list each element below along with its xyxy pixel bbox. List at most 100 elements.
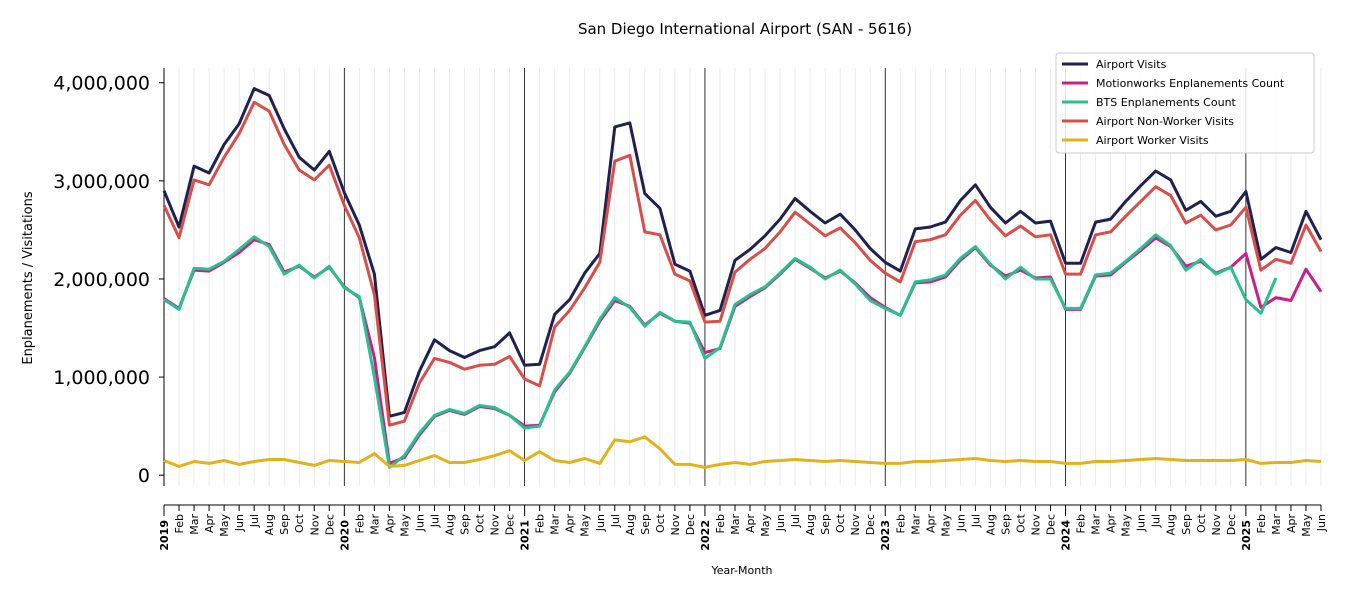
x-tick-label: Mar [549,514,562,535]
x-tick-label: May [759,514,772,537]
x-tick-label: Jun [413,514,426,532]
x-tick-label: Jul [429,514,442,528]
x-tick-label: Apr [1105,514,1118,534]
legend-box [1055,52,1315,154]
x-tick-label: Apr [924,514,937,534]
x-tick-label: Sep [1180,514,1193,535]
y-axis-label: Enplanements / Visitations [21,191,36,365]
x-tick-label: Jun [233,514,246,532]
x-tick-label: Oct [654,513,667,533]
x-tick-label: May [939,514,952,537]
x-tick-label: May [1300,514,1313,537]
y-tick-label: 1,000,000 [53,367,150,389]
y-tick-label: 3,000,000 [53,171,150,193]
series-line-3 [162,100,1323,427]
legend-label: Airport Non-Worker Visits [1096,115,1234,128]
x-tick-label: Sep [459,514,472,535]
x-tick-label: Mar [729,514,742,535]
x-tick-label: Nov [1210,514,1223,536]
x-tick-label: Apr [744,514,757,534]
x-tick-label: Oct [474,513,487,533]
y-tick-label: 2,000,000 [53,269,150,291]
x-tick-label: Feb [353,514,366,533]
x-tick-label: Nov [669,514,682,536]
x-tick-label: Jun [1135,514,1148,532]
x-tick-label: Jul [1150,514,1163,528]
y-tick-label: 4,000,000 [53,73,150,95]
x-tick-label: May [398,514,411,537]
x-tick-label: Jul [789,514,802,528]
x-tick-label: Dec [1045,514,1058,535]
x-tick-label: Jun [594,514,607,532]
x-tick-label: Nov [849,514,862,536]
x-tick-label: Sep [819,514,832,535]
x-tick-label: Nov [1030,514,1043,536]
x-tick-label: May [579,514,592,537]
axes [163,68,1321,506]
legend-label: BTS Enplanements Count [1096,96,1237,109]
x-tick-label: Oct [293,513,306,533]
legend-label: Airport Worker Visits [1096,134,1209,147]
x-tick-label: Apr [203,514,216,534]
x-tick-label: 2025 [1240,520,1253,551]
x-tick-label: Mar [368,514,381,535]
x-tick-label: Mar [909,514,922,535]
x-tick-label: May [1120,514,1133,537]
x-tick-label: 2021 [519,520,532,551]
x-tick-label: Jul [969,514,982,528]
x-tick-label: Dec [1225,514,1238,535]
x-tick-label: Jul [248,514,261,528]
chart-title: San Diego International Airport (SAN - 5… [578,20,912,38]
x-tick-label: Aug [263,514,276,535]
x-tick-label: Jul [609,514,622,528]
x-tick-label: Apr [564,514,577,534]
x-tick-label: May [218,514,231,537]
x-tick-label: Feb [714,514,727,533]
x-tick-label: Dec [504,514,517,535]
legend: Airport Visits Motionworks Enplanements C… [1055,52,1315,154]
x-tick-label: Oct [834,513,847,533]
x-tick-label: 2023 [879,520,892,551]
x-tick-label: Apr [1285,514,1298,534]
x-tick-label: Oct [1195,513,1208,533]
x-tick-label: Dec [684,514,697,535]
y-axis-ticks: 0 1,000,000 2,000,000 3,000,000 4,000,000 [53,73,164,487]
legend-label: Airport Visits [1096,58,1167,71]
x-tick-label: Feb [534,514,547,533]
x-tick-label: Sep [278,514,291,535]
x-tick-label: Dec [864,514,877,535]
x-tick-label: Aug [444,514,457,535]
x-tick-label: 2024 [1060,520,1073,551]
x-tick-label: 2020 [338,520,351,551]
x-tick-label: Nov [489,514,502,536]
x-tick-label: Dec [323,514,336,535]
x-tick-label: Jun [954,514,967,532]
x-tick-label: Feb [894,514,907,533]
x-tick-label: Sep [1000,514,1013,535]
series-line-4 [163,435,1322,469]
x-tick-label: Mar [1270,514,1283,535]
series-line-1 [163,236,1323,465]
x-tick-label: Feb [173,514,186,533]
x-tick-label: Aug [624,514,637,535]
x-tick-label: Aug [804,514,817,535]
x-tick-label: Feb [1255,514,1268,533]
x-tick-label: Feb [1075,514,1088,533]
x-tick-label: Jun [1315,514,1328,532]
series-lines [162,87,1323,469]
x-tick-label: 2022 [699,520,712,551]
x-tick-label: Aug [984,514,997,535]
x-axis-label: Year-Month [710,564,772,577]
series-line-2 [163,233,1278,469]
x-tick-label: Mar [188,514,201,535]
y-tick-label: 0 [138,465,150,487]
x-tick-label: Mar [1090,514,1103,535]
legend-label: Motionworks Enplanements Count [1096,77,1285,90]
x-tick-label: Apr [383,514,396,534]
series-line-0 [162,87,1323,418]
x-axis-ticks: 2019 Feb Mar Apr May Jun Jul Aug Sep Oct Nov Dec 202… [158,505,1328,551]
x-tick-label: 2019 [158,520,171,551]
x-tick-label: Jun [774,514,787,532]
x-tick-label: Aug [1165,514,1178,535]
